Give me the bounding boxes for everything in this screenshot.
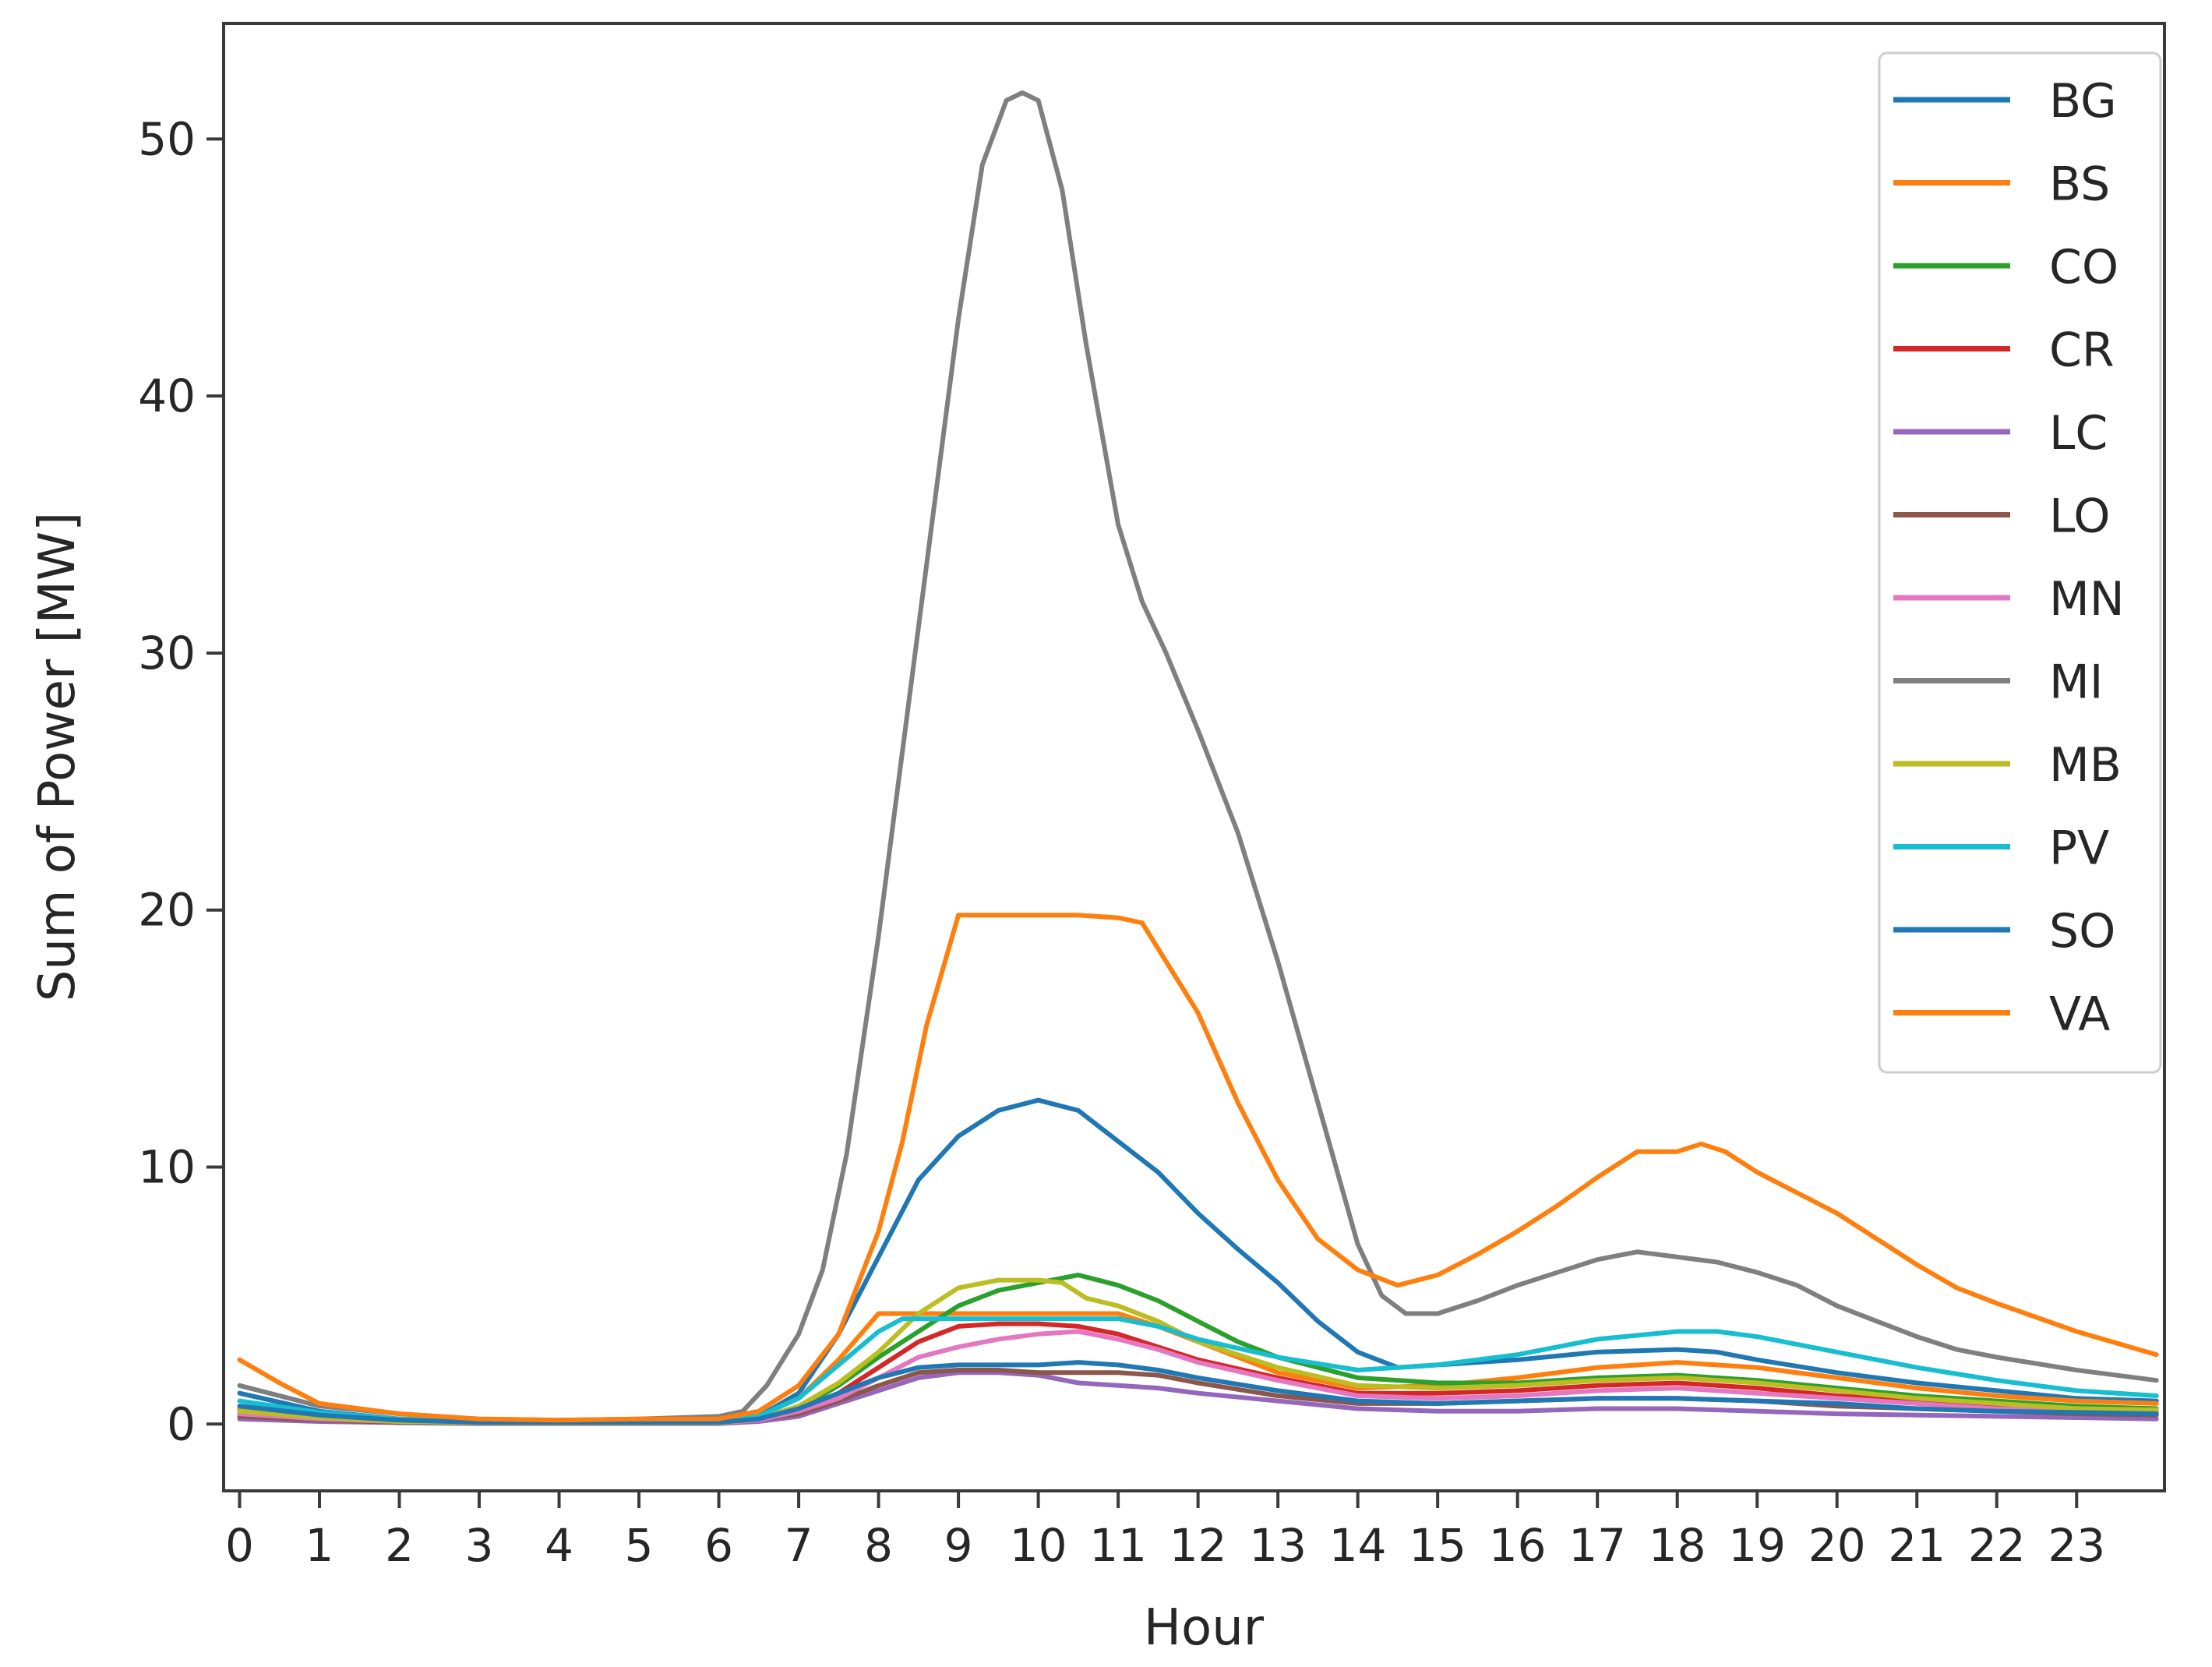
x-tick-label: 0	[225, 1519, 254, 1572]
x-tick-label: 18	[1649, 1519, 1706, 1572]
x-tick-label: 10	[1010, 1519, 1067, 1572]
y-axis-label: Sum of Power [MW]	[29, 512, 86, 1001]
x-axis: 0 1 2 3 4 5 6 7 8 9 10 11 12 13 14 15 16 17 18 19 20 21 22 23	[225, 1491, 2105, 1572]
x-tick-label: 23	[2048, 1519, 2105, 1572]
x-tick-label: 12	[1170, 1519, 1227, 1572]
x-tick-label: 11	[1089, 1519, 1147, 1572]
x-tick-label: 15	[1409, 1519, 1466, 1572]
y-tick-label: 0	[167, 1397, 196, 1450]
x-tick-label: 16	[1489, 1519, 1547, 1572]
legend-label: PV	[2049, 821, 2109, 876]
legend-label: MB	[2049, 738, 2122, 793]
legend-label: SO	[2049, 904, 2115, 959]
legend-label: LO	[2049, 489, 2111, 544]
x-tick-label: 13	[1249, 1519, 1307, 1572]
x-tick-label: 19	[1728, 1519, 1786, 1572]
x-tick-label: 21	[1888, 1519, 1946, 1572]
x-tick-label: 1	[305, 1519, 334, 1572]
plot-area	[224, 23, 2164, 1491]
x-tick-label: 14	[1329, 1519, 1387, 1572]
series-layer	[237, 90, 2159, 1426]
y-tick-label: 50	[138, 112, 196, 165]
x-tick-label: 22	[1968, 1519, 2026, 1572]
x-tick-label: 5	[625, 1519, 654, 1572]
legend-box	[1878, 51, 2162, 1074]
x-tick-label: 9	[944, 1519, 973, 1572]
legend-label: BG	[2049, 74, 2117, 129]
legend-label: CO	[2049, 240, 2119, 295]
legend-label: MN	[2049, 572, 2125, 627]
legend-label: MI	[2049, 655, 2103, 710]
y-axis: 0 10 20 30 40 50	[138, 112, 224, 1450]
legend-label: LC	[2049, 406, 2108, 461]
x-tick-label: 3	[465, 1519, 494, 1572]
series-line-mi	[237, 90, 2159, 1423]
y-tick-label: 30	[138, 627, 196, 680]
y-tick-label: 10	[138, 1140, 196, 1193]
x-tick-label: 17	[1568, 1519, 1626, 1572]
x-tick-label: 20	[1808, 1519, 1866, 1572]
legend-label: VA	[2049, 987, 2110, 1042]
y-tick-label: 40	[138, 369, 196, 422]
legend: BG BS CO CR LC LO MN MI MB PV SO VA	[1878, 51, 2162, 1074]
series-line-so	[237, 1360, 2159, 1425]
legend-label: CR	[2049, 323, 2115, 378]
x-axis-label: Hour	[1144, 1599, 1265, 1657]
plot-frame	[222, 22, 2166, 1492]
x-tick-label: 4	[545, 1519, 573, 1572]
series-line-va	[237, 913, 2159, 1423]
y-tick-label: 20	[138, 884, 196, 937]
x-tick-label: 7	[785, 1519, 813, 1572]
x-tick-label: 8	[864, 1519, 893, 1572]
x-tick-label: 2	[385, 1519, 414, 1572]
legend-label: BS	[2049, 157, 2110, 212]
x-tick-label: 6	[704, 1519, 733, 1572]
